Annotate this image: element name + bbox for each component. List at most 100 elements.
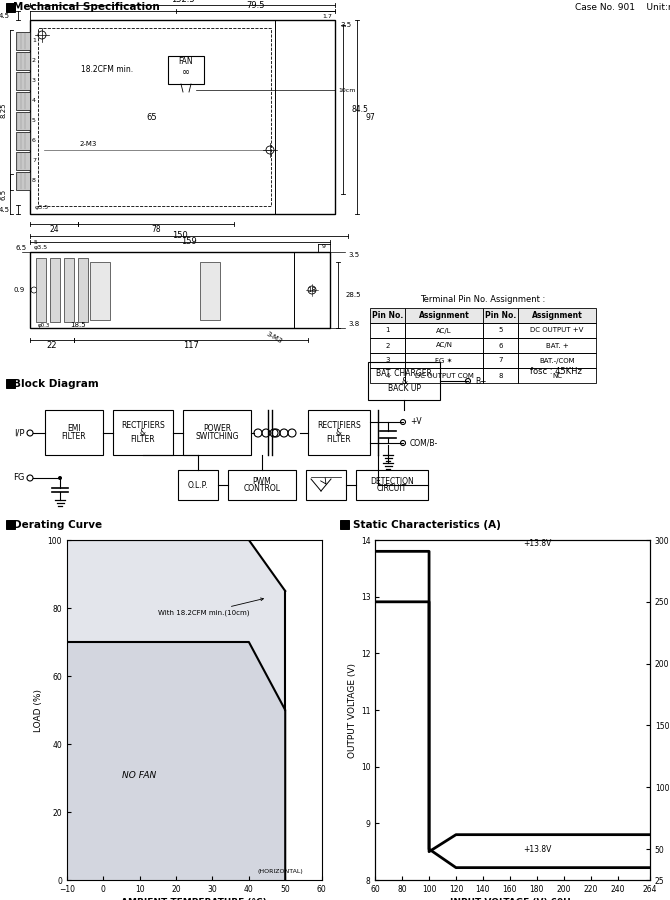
- Text: FILTER: FILTER: [131, 436, 155, 445]
- Bar: [64, 258, 74, 322]
- Text: 3.5: 3.5: [348, 252, 359, 258]
- Text: Mechanical Specification: Mechanical Specification: [13, 2, 159, 12]
- Bar: [16, 172, 30, 190]
- Text: 28.5: 28.5: [346, 292, 362, 298]
- Bar: [405, 308, 483, 323]
- Text: PWM: PWM: [253, 477, 271, 486]
- Text: +13.8V: +13.8V: [523, 845, 551, 854]
- Y-axis label: LOAD (%): LOAD (%): [34, 688, 44, 732]
- Text: 152.5: 152.5: [171, 0, 194, 4]
- Text: φ3.5: φ3.5: [34, 245, 48, 249]
- Text: EMI: EMI: [67, 424, 81, 433]
- Bar: [38, 28, 271, 206]
- Bar: [178, 470, 218, 500]
- Text: BACK UP: BACK UP: [387, 384, 421, 393]
- Text: 1: 1: [385, 328, 390, 334]
- Bar: [16, 92, 30, 110]
- Text: 1: 1: [32, 38, 36, 42]
- Bar: [405, 323, 483, 338]
- Text: 8.25: 8.25: [1, 103, 7, 118]
- Text: FG ✶: FG ✶: [436, 357, 453, 364]
- Text: DC OUTPUT COM: DC OUTPUT COM: [415, 373, 474, 379]
- Text: BAT. CHARGER: BAT. CHARGER: [376, 369, 432, 378]
- Text: φ0.3: φ0.3: [38, 322, 50, 328]
- Y-axis label: OUTPUT VOLTAGE (V): OUTPUT VOLTAGE (V): [348, 662, 356, 758]
- Text: FG: FG: [13, 473, 25, 482]
- Text: 4: 4: [32, 97, 36, 103]
- Text: 3: 3: [32, 77, 36, 83]
- Text: 18.2CFM min.: 18.2CFM min.: [81, 66, 133, 75]
- Text: Terminal Pin No. Assignment :: Terminal Pin No. Assignment :: [420, 295, 545, 304]
- Text: Case No. 901    Unit:mm: Case No. 901 Unit:mm: [575, 3, 670, 12]
- Bar: [200, 262, 220, 320]
- Text: Static Characteristics (A): Static Characteristics (A): [353, 520, 501, 530]
- Text: 0.9: 0.9: [14, 287, 25, 293]
- Text: Pin No.: Pin No.: [485, 311, 516, 320]
- Text: 97: 97: [365, 112, 375, 122]
- Text: 24: 24: [49, 226, 59, 235]
- Text: 1.7: 1.7: [322, 14, 332, 20]
- X-axis label: AMBIENT TEMPERATURE (°C): AMBIENT TEMPERATURE (°C): [121, 898, 267, 900]
- Bar: [483, 323, 518, 338]
- Bar: [518, 368, 596, 383]
- Text: 7: 7: [32, 158, 36, 163]
- Bar: [370, 323, 405, 338]
- Text: 3-M3: 3-M3: [265, 331, 283, 345]
- Polygon shape: [67, 642, 285, 880]
- Bar: [370, 308, 405, 323]
- Text: 3: 3: [385, 357, 390, 364]
- Bar: [370, 368, 405, 383]
- Text: 5: 5: [498, 328, 502, 334]
- Bar: [356, 470, 428, 500]
- Bar: [90, 262, 110, 320]
- Bar: [483, 353, 518, 368]
- Text: 79.5: 79.5: [247, 1, 265, 10]
- Text: BAT. +: BAT. +: [545, 343, 568, 348]
- Text: ∞: ∞: [182, 67, 190, 77]
- Text: 150: 150: [172, 231, 188, 240]
- Text: 18.5: 18.5: [70, 322, 86, 328]
- Text: 6.5: 6.5: [16, 245, 27, 251]
- Text: FILTER: FILTER: [327, 436, 351, 445]
- Text: 10cm: 10cm: [338, 87, 355, 93]
- Text: 4: 4: [385, 373, 390, 379]
- Text: Derating Curve: Derating Curve: [13, 520, 102, 530]
- Text: Assignment: Assignment: [531, 311, 582, 320]
- Text: 5: 5: [34, 239, 38, 245]
- Text: Pin No.: Pin No.: [372, 311, 403, 320]
- Bar: [50, 258, 60, 322]
- Bar: [16, 32, 30, 50]
- Bar: [183, 410, 251, 455]
- Text: &: &: [140, 428, 146, 437]
- Text: &: &: [336, 428, 342, 437]
- Text: &: &: [401, 376, 407, 385]
- Bar: [168, 56, 204, 84]
- Bar: [483, 308, 518, 323]
- Bar: [30, 20, 335, 214]
- Text: fosc : 45KHz: fosc : 45KHz: [530, 367, 582, 376]
- Bar: [340, 520, 349, 529]
- Text: 159: 159: [181, 238, 197, 247]
- Text: I/P: I/P: [15, 428, 25, 437]
- Bar: [6, 379, 15, 388]
- Text: AC/N: AC/N: [436, 343, 452, 348]
- Text: 4.5: 4.5: [0, 13, 10, 19]
- Text: 117: 117: [183, 341, 199, 350]
- Bar: [16, 152, 30, 170]
- Bar: [368, 362, 440, 400]
- Bar: [483, 338, 518, 353]
- Bar: [16, 52, 30, 70]
- Text: Block Diagram: Block Diagram: [13, 379, 98, 389]
- Text: 22: 22: [47, 341, 57, 350]
- Text: 2: 2: [385, 343, 390, 348]
- Bar: [370, 353, 405, 368]
- Text: COM/B-: COM/B-: [410, 438, 438, 447]
- Text: 3.8: 3.8: [348, 321, 359, 327]
- Text: FAN: FAN: [179, 57, 194, 66]
- Text: POWER: POWER: [203, 424, 231, 433]
- Bar: [370, 338, 405, 353]
- Bar: [45, 410, 103, 455]
- Bar: [405, 338, 483, 353]
- Bar: [405, 353, 483, 368]
- Text: 2-M3: 2-M3: [80, 141, 97, 147]
